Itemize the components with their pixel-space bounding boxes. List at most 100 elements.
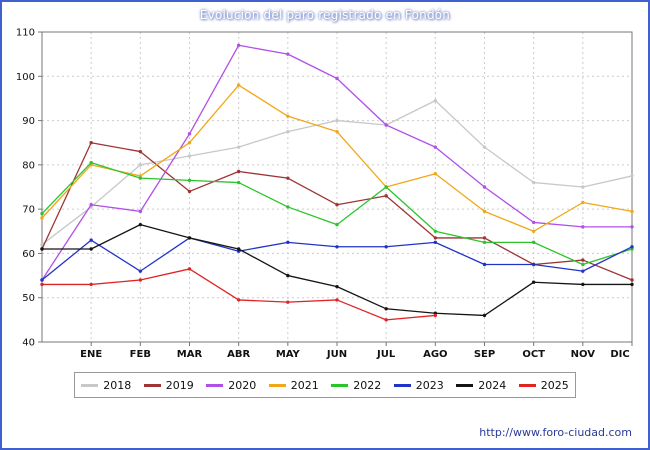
legend-item-2023: 2023	[393, 378, 444, 392]
series-point-2020	[335, 76, 339, 81]
series-point-2022	[581, 262, 585, 267]
series-point-2024	[187, 236, 192, 240]
series-point-2020	[581, 225, 585, 229]
series-point-2019	[384, 194, 388, 198]
x-tick-label: JUN	[326, 349, 347, 360]
series-point-2020	[531, 220, 536, 225]
legend-swatch-2021	[268, 383, 286, 387]
series-point-2025	[335, 298, 339, 302]
series-point-2018	[482, 145, 487, 149]
series-point-2023	[384, 245, 388, 249]
series-point-2018	[236, 145, 241, 149]
legend-item-2021: 2021	[268, 378, 319, 392]
series-point-2021	[236, 83, 241, 87]
series-point-2024	[531, 280, 536, 284]
chart-legend: 2018 2019 2020 2021 2022 2023 2024 2025	[74, 372, 576, 398]
series-point-2022	[138, 176, 143, 180]
series-point-2025	[187, 267, 192, 271]
series-point-2018	[187, 154, 192, 158]
x-tick-label: MAY	[276, 349, 301, 360]
legend-label: 2021	[290, 378, 319, 392]
legend-swatch-2024	[456, 383, 474, 387]
chart-title: Evolucion del paro registrado en Fondón	[199, 8, 451, 22]
legend-swatch-2022	[331, 383, 349, 387]
series-point-2022	[40, 211, 44, 216]
series-point-2019	[581, 258, 585, 262]
x-tick-label: MAR	[177, 349, 203, 360]
series-point-2021	[630, 209, 634, 214]
y-tick-label: 40	[22, 338, 35, 349]
series-point-2023	[89, 238, 93, 242]
legend-label: 2025	[540, 378, 569, 392]
series-point-2019	[236, 169, 241, 174]
series-point-2025	[89, 282, 93, 287]
legend-label: 2024	[478, 378, 507, 392]
legend-item-2022: 2022	[331, 379, 381, 392]
x-tick-label: ABR	[227, 349, 250, 360]
series-point-2024	[335, 284, 339, 289]
series-point-2022	[89, 160, 93, 165]
y-tick-label: 100	[16, 72, 35, 83]
series-point-2023	[40, 278, 44, 282]
series-point-2021	[40, 216, 44, 220]
series-point-2023	[138, 269, 143, 273]
x-tick-label: OCT	[522, 349, 545, 360]
series-point-2023	[482, 262, 487, 267]
series-point-2020	[236, 43, 241, 47]
series-point-2024	[40, 247, 44, 251]
series-point-2024	[384, 307, 388, 311]
series-point-2021	[335, 129, 339, 134]
series-point-2024	[89, 247, 93, 251]
series-point-2024	[482, 313, 487, 318]
series-point-2021	[187, 141, 192, 145]
legend-swatch-2018	[81, 383, 99, 387]
series-point-2019	[630, 278, 634, 282]
legend-label: 2018	[103, 378, 132, 392]
series-point-2021	[433, 172, 438, 176]
plot-border	[41, 31, 633, 343]
series-point-2018	[630, 174, 634, 178]
series-point-2021	[286, 114, 290, 118]
series-point-2020	[433, 145, 438, 149]
legend-item-2018: 2018	[81, 379, 131, 392]
series-point-2025	[384, 318, 388, 322]
series-point-2023	[286, 240, 290, 245]
x-tick-label: JUL	[376, 349, 396, 360]
series-point-2018	[581, 185, 585, 189]
series-point-2019	[335, 203, 339, 207]
series-point-2025	[236, 298, 241, 302]
series-point-2022	[286, 205, 290, 209]
legend-label: 2022	[353, 378, 382, 392]
series-point-2019	[286, 176, 290, 180]
series-point-2018	[531, 180, 536, 185]
legend-label: 2019	[165, 378, 194, 392]
legend-label: 2023	[415, 378, 444, 392]
series-point-2020	[89, 203, 93, 207]
y-tick-label: 80	[22, 160, 35, 171]
series-point-2020	[187, 132, 192, 136]
legend-swatch-2019	[143, 383, 161, 387]
x-tick-label: DIC	[610, 349, 629, 360]
legend-item-2020: 2020	[206, 379, 256, 392]
x-tick-label: AGO	[423, 349, 447, 360]
series-point-2022	[433, 229, 438, 233]
series-point-2021	[482, 209, 487, 214]
series-point-2022	[384, 185, 388, 189]
series-point-2024	[630, 282, 634, 287]
x-tick-label: ENE	[80, 349, 102, 360]
legend-item-2019: 2019	[143, 378, 194, 392]
series-point-2024	[138, 222, 143, 227]
series-point-2022	[187, 178, 192, 183]
legend-item-2024: 2024	[456, 379, 506, 392]
series-point-2022	[482, 240, 487, 245]
legend-label: 2020	[228, 378, 257, 392]
series-point-2019	[433, 236, 438, 240]
series-point-2019	[187, 189, 192, 194]
legend-swatch-2020	[206, 383, 224, 387]
x-tick-label: NOV	[571, 349, 596, 360]
series-point-2024	[581, 282, 585, 287]
series-point-2019	[89, 141, 93, 145]
series-point-2021	[531, 229, 536, 233]
series-point-2019	[482, 236, 487, 240]
